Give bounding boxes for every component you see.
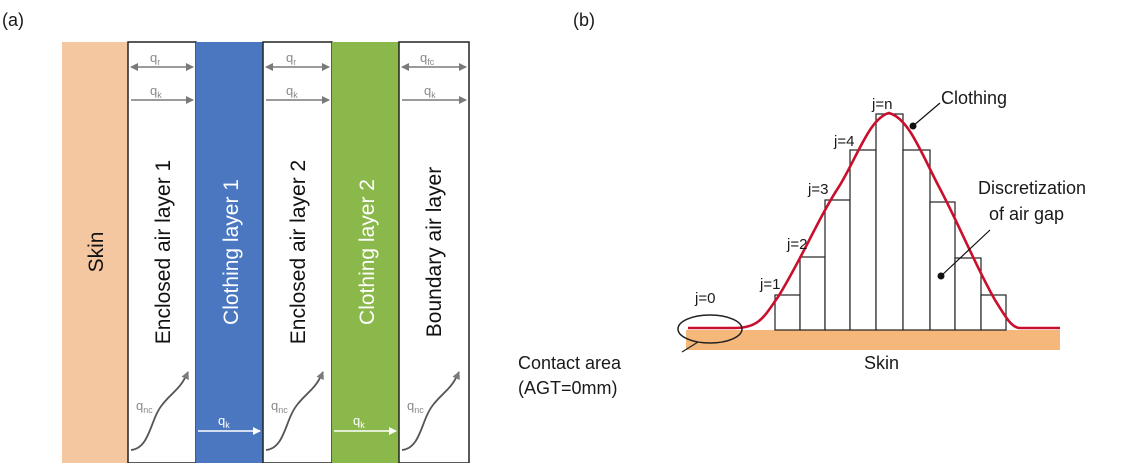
- svg-text:qk: qk: [150, 83, 162, 100]
- air-gap-bar: [902, 149, 931, 331]
- j1-label: j=1: [759, 276, 780, 293]
- svg-text:qr: qr: [286, 50, 296, 67]
- boundary-forced-convection-arrow: qfc: [401, 50, 467, 71]
- svg-text:qk: qk: [286, 83, 298, 100]
- layer2-convection-arrow: qnc: [265, 371, 324, 451]
- contact-area-label-line2: (AGT=0mm): [518, 378, 618, 398]
- svg-text:qnc: qnc: [136, 398, 153, 415]
- boundary-air-layer-label: Boundary air layer: [423, 167, 446, 337]
- enclosed-air-layer-1-label: Enclosed air layer 1: [152, 160, 175, 344]
- clothing-pointer-line: [912, 102, 941, 127]
- svg-text:qnc: qnc: [271, 398, 288, 415]
- svg-text:qk: qk: [424, 83, 436, 100]
- clothing-layer-2: [332, 42, 399, 463]
- boundary-air-layer: [398, 41, 470, 463]
- layer1-radiation-arrow: qr: [130, 50, 194, 71]
- svg-text:qnc: qnc: [407, 398, 424, 415]
- layer2-radiation-arrow: qr: [265, 50, 330, 71]
- discretization-label-line1: Discretization: [978, 178, 1086, 198]
- j2-label: j=2: [786, 236, 807, 253]
- j4-label: j=4: [833, 133, 854, 150]
- clothing-label: Clothing: [941, 88, 1007, 108]
- skin-layer: [62, 42, 128, 463]
- clothing2-conduction-arrow: qk: [334, 413, 397, 435]
- enclosed-air-layer-2-label: Enclosed air layer 2: [287, 160, 310, 344]
- air-gap-bar: [875, 113, 904, 331]
- clothing-layer-1-label: Clothing layer 1: [220, 179, 243, 325]
- jn-label: j=n: [871, 96, 892, 113]
- air-gap-bar: [799, 256, 826, 331]
- air-gap-bar: [849, 149, 877, 331]
- clothing-layer-2-label: Clothing layer 2: [356, 179, 379, 325]
- j3-label: j=3: [807, 181, 828, 198]
- contact-area-pointer: [681, 341, 699, 353]
- layer1-conduction-arrow: qk: [131, 83, 194, 104]
- clothing-layer-1: [196, 42, 263, 463]
- j0-label: j=0: [694, 290, 715, 307]
- panel-a-label: (a): [2, 10, 24, 30]
- svg-text:qfc: qfc: [420, 50, 435, 67]
- discretization-pointer-line: [940, 229, 991, 277]
- discretization-label-line2: of air gap: [989, 204, 1064, 224]
- panel-b-label: (b): [573, 10, 595, 30]
- enclosed-air-layer-1: [127, 41, 197, 463]
- discretization-bars: [774, 113, 1007, 331]
- svg-text:qk: qk: [218, 413, 230, 430]
- layer2-conduction-arrow: qk: [266, 83, 330, 104]
- contact-area-label-line1: Contact area: [518, 353, 622, 373]
- clothing1-conduction-arrow: qk: [198, 413, 261, 435]
- boundary-conduction-arrow: qk: [402, 83, 467, 104]
- clothing-curve: [688, 111, 1060, 330]
- svg-text:qr: qr: [150, 50, 160, 67]
- svg-text:qk: qk: [353, 413, 365, 430]
- air-gap-bar: [954, 257, 982, 331]
- air-gap-bar: [774, 294, 801, 331]
- boundary-convection-arrow: qnc: [401, 371, 460, 451]
- skin-base-label: Skin: [864, 353, 899, 373]
- skin-base: [686, 330, 1060, 350]
- layer1-convection-arrow: qnc: [130, 371, 189, 451]
- air-gap-bar: [824, 199, 851, 331]
- contact-area-ellipse: [677, 314, 743, 344]
- skin-label: Skin: [85, 232, 108, 273]
